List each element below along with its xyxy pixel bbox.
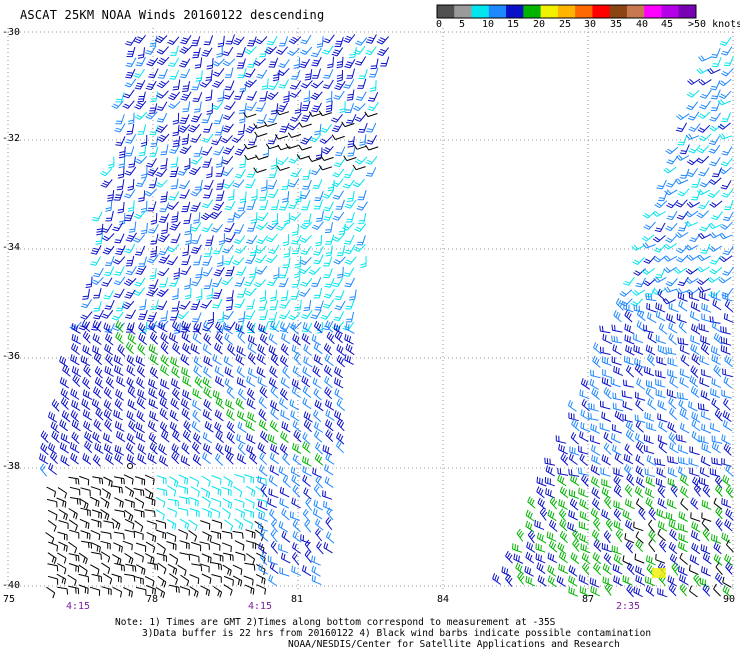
legend-border [436,4,697,19]
wind-barb-map [7,28,735,599]
legend-label-45: 45 [661,19,674,30]
legend-colorbar [436,4,697,19]
pass-time-label-1: 4:15 [66,601,91,612]
legend-swatch [661,5,680,18]
legend-swatch [557,5,576,18]
note-line-2: 3)Data buffer is 22 hrs from 20160122 4)… [142,628,652,639]
legend-swatch [644,5,662,18]
map-title: ASCAT 25KM NOAA Winds 20160122 descendin… [20,8,325,22]
legend-swatch [471,5,490,18]
lon-label-84e: 84 [437,594,450,605]
legend-label-40: 40 [636,19,649,30]
legend-swatch [523,5,542,18]
lon-label-75e: 75 [3,594,16,605]
legend-label-25: 25 [559,19,572,30]
lat-label-32s: -32 [2,133,21,144]
lon-label-81e: 81 [291,594,304,605]
note-line-1: Note: 1) Times are GMT 2)Times along bot… [115,617,556,628]
legend-swatch [506,5,524,18]
legend-swatch [592,5,611,18]
legend-swatch [454,5,473,18]
legend-swatch [678,5,697,18]
legend-swatch [437,5,455,18]
lon-label-87e: 87 [582,594,595,605]
lat-label-34s: -34 [2,242,21,253]
swath-pass-2 [492,37,734,598]
legend-label-10: 10 [482,19,495,30]
legend-swatch [609,5,628,18]
lat-label-38s: -38 [2,461,21,472]
legend-swatch [575,5,593,18]
legend-swatch [626,5,645,18]
lon-label-78e: 78 [146,594,159,605]
lon-label-90e: 90 [723,594,736,605]
legend-swatch [488,5,507,18]
legend-label-35: 35 [610,19,623,30]
note-line-3: NOAA/NESDIS/Center for Satellite Applica… [288,639,620,650]
high-wind-patch [652,568,666,578]
legend-label-30: 30 [584,19,597,30]
lat-label-40s: -40 [2,580,21,591]
legend-swatch [540,5,559,18]
legend-label-15: 15 [507,19,520,30]
pass-time-label-3: 2:35 [616,601,641,612]
legend-label-50plus: >50 knots [688,19,740,30]
lat-label-36s: -36 [2,351,21,362]
pass-time-label-2: 4:15 [248,601,273,612]
location-marker [127,463,133,469]
lat-label-30s: -30 [2,27,21,38]
legend-label-20: 20 [533,19,546,30]
wind-speed-legend: 0 5 10 15 20 25 30 35 40 45 >50 knots [0,0,740,40]
legend-label-0: 0 [436,19,443,30]
legend-label-5: 5 [459,19,466,30]
swath-pass-1 [39,34,390,599]
